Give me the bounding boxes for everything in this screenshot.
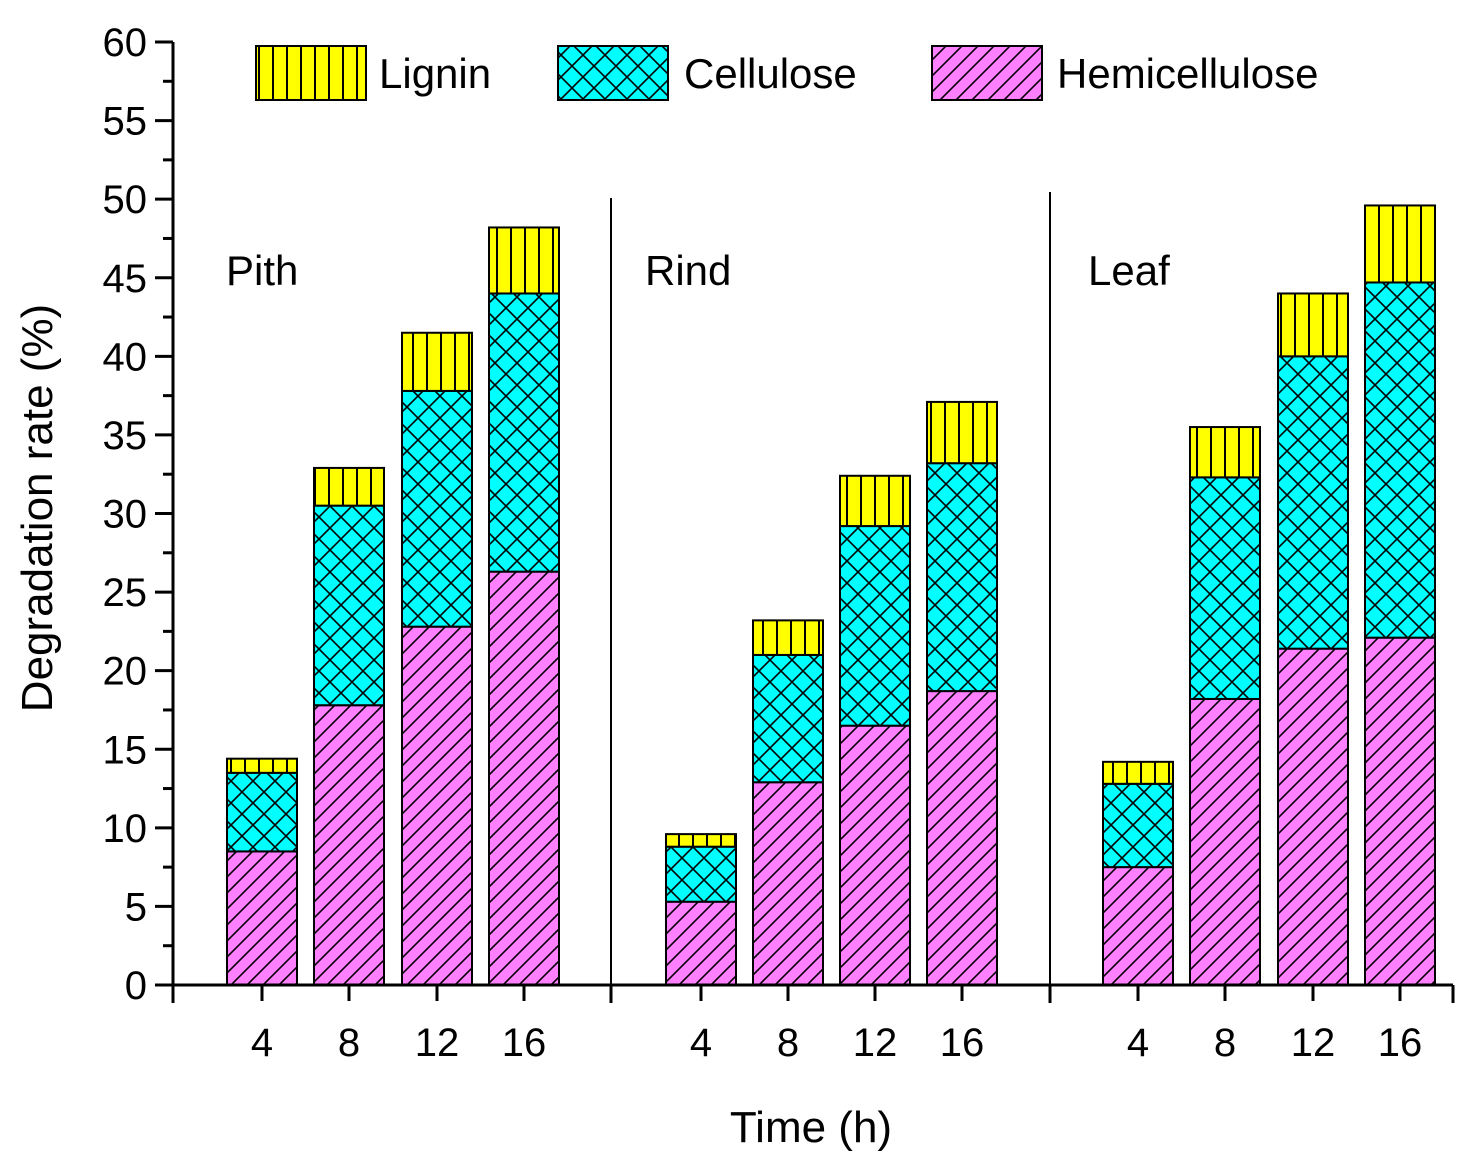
bar-rind-4h-lignin <box>665 833 737 848</box>
bar-pith-4h-cellulose <box>226 771 298 853</box>
x-tick-label: 8 <box>777 1021 799 1065</box>
bar-leaf-8h-cellulose <box>1189 476 1261 700</box>
bar-rind-16h-hemicellulose <box>926 690 998 986</box>
x-tick-label: 12 <box>415 1021 460 1065</box>
y-tick-label: 35 <box>103 414 148 458</box>
bar-pith-16h-hemicellulose <box>488 570 560 986</box>
group-label-pith: Pith <box>226 247 298 294</box>
x-tick-label: 4 <box>690 1021 712 1065</box>
x-tick-label: 8 <box>1214 1021 1236 1065</box>
group-labels: Pith Rind Leaf <box>226 247 1170 294</box>
y-tick-label: 50 <box>103 178 148 222</box>
x-tick-label: 16 <box>1378 1021 1423 1065</box>
bar-rind-4h-cellulose <box>665 845 737 903</box>
bar-rind-12h-hemicellulose <box>839 724 911 986</box>
bar-rind-8h-cellulose <box>752 653 824 784</box>
bar-leaf-12h-hemicellulose <box>1277 647 1349 986</box>
bar-rind-12h-lignin <box>839 474 911 528</box>
y-tick-label: 45 <box>103 257 148 301</box>
y-tick-label: 40 <box>103 335 148 379</box>
bar-leaf-4h-cellulose <box>1102 782 1174 869</box>
bar-pith-12h-hemicellulose <box>401 625 473 986</box>
legend-label-lignin: Lignin <box>379 50 491 97</box>
bar-leaf-16h-cellulose <box>1364 281 1436 639</box>
bar-rind-16h-cellulose <box>926 462 998 693</box>
y-tick-label: 0 <box>125 964 147 1008</box>
bar-pith-16h-lignin <box>488 226 560 295</box>
bar-rind-8h-lignin <box>752 619 824 656</box>
y-tick-label: 20 <box>103 650 148 694</box>
legend-swatch-hemicellulose <box>931 45 1043 101</box>
bar-leaf-4h-lignin <box>1102 760 1174 785</box>
x-tick-label: 16 <box>502 1021 547 1065</box>
bar-rind-4h-hemicellulose <box>665 900 737 986</box>
bar-leaf-12h-lignin <box>1277 292 1349 358</box>
bar-pith-12h-cellulose <box>401 389 473 628</box>
x-tick-label: 4 <box>1127 1021 1149 1065</box>
bar-pith-8h-lignin <box>313 466 385 507</box>
bar-pith-4h-hemicellulose <box>226 850 298 986</box>
legend-label-cellulose: Cellulose <box>684 50 857 97</box>
bar-leaf-4h-hemicellulose <box>1102 866 1174 986</box>
bar-pith-16h-cellulose <box>488 292 560 573</box>
legend: Lignin Cellulose Hemicellulose <box>255 45 1318 101</box>
y-tick-label: 55 <box>103 100 148 144</box>
bar-pith-8h-cellulose <box>313 504 385 707</box>
bar-pith-4h-lignin <box>226 757 298 774</box>
bars-layer <box>226 204 1436 987</box>
y-tick-label: 60 <box>103 21 148 65</box>
bar-leaf-8h-hemicellulose <box>1189 697 1261 986</box>
bar-pith-12h-lignin <box>401 331 473 392</box>
x-tick-label: 8 <box>338 1021 360 1065</box>
x-axis-title: Time (h) <box>730 1103 892 1152</box>
y-tick-label: 15 <box>103 728 148 772</box>
x-tick-label: 12 <box>1291 1021 1336 1065</box>
y-tick-label: 5 <box>125 885 147 929</box>
y-tick-label: 10 <box>103 807 148 851</box>
x-tick-label: 4 <box>251 1021 273 1065</box>
bar-rind-16h-lignin <box>926 400 998 465</box>
group-separators <box>610 192 1051 985</box>
bar-pith-8h-hemicellulose <box>313 704 385 986</box>
x-tick-label: 12 <box>853 1021 898 1065</box>
bar-leaf-16h-hemicellulose <box>1364 636 1436 987</box>
bar-leaf-12h-cellulose <box>1277 355 1349 650</box>
axes-layer: 4 8 12 16 4 8 12 16 4 8 12 16 0 5 10 15 20 25 30 35 40 45 50 55… <box>103 21 1455 1065</box>
y-tick-label: 30 <box>103 493 148 537</box>
bar-rind-12h-cellulose <box>839 525 911 727</box>
bar-leaf-16h-lignin <box>1364 204 1436 284</box>
group-label-leaf: Leaf <box>1088 247 1170 294</box>
group-label-rind: Rind <box>645 247 731 294</box>
legend-swatch-lignin <box>255 45 367 101</box>
x-tick-label: 16 <box>940 1021 985 1065</box>
y-axis-title: Degradation rate (%) <box>13 304 62 712</box>
legend-swatch-cellulose <box>557 45 669 101</box>
legend-label-hemicellulose: Hemicellulose <box>1057 50 1318 97</box>
bar-leaf-8h-lignin <box>1189 426 1261 479</box>
y-tick-label: 25 <box>103 571 148 615</box>
bar-rind-8h-hemicellulose <box>752 781 824 986</box>
